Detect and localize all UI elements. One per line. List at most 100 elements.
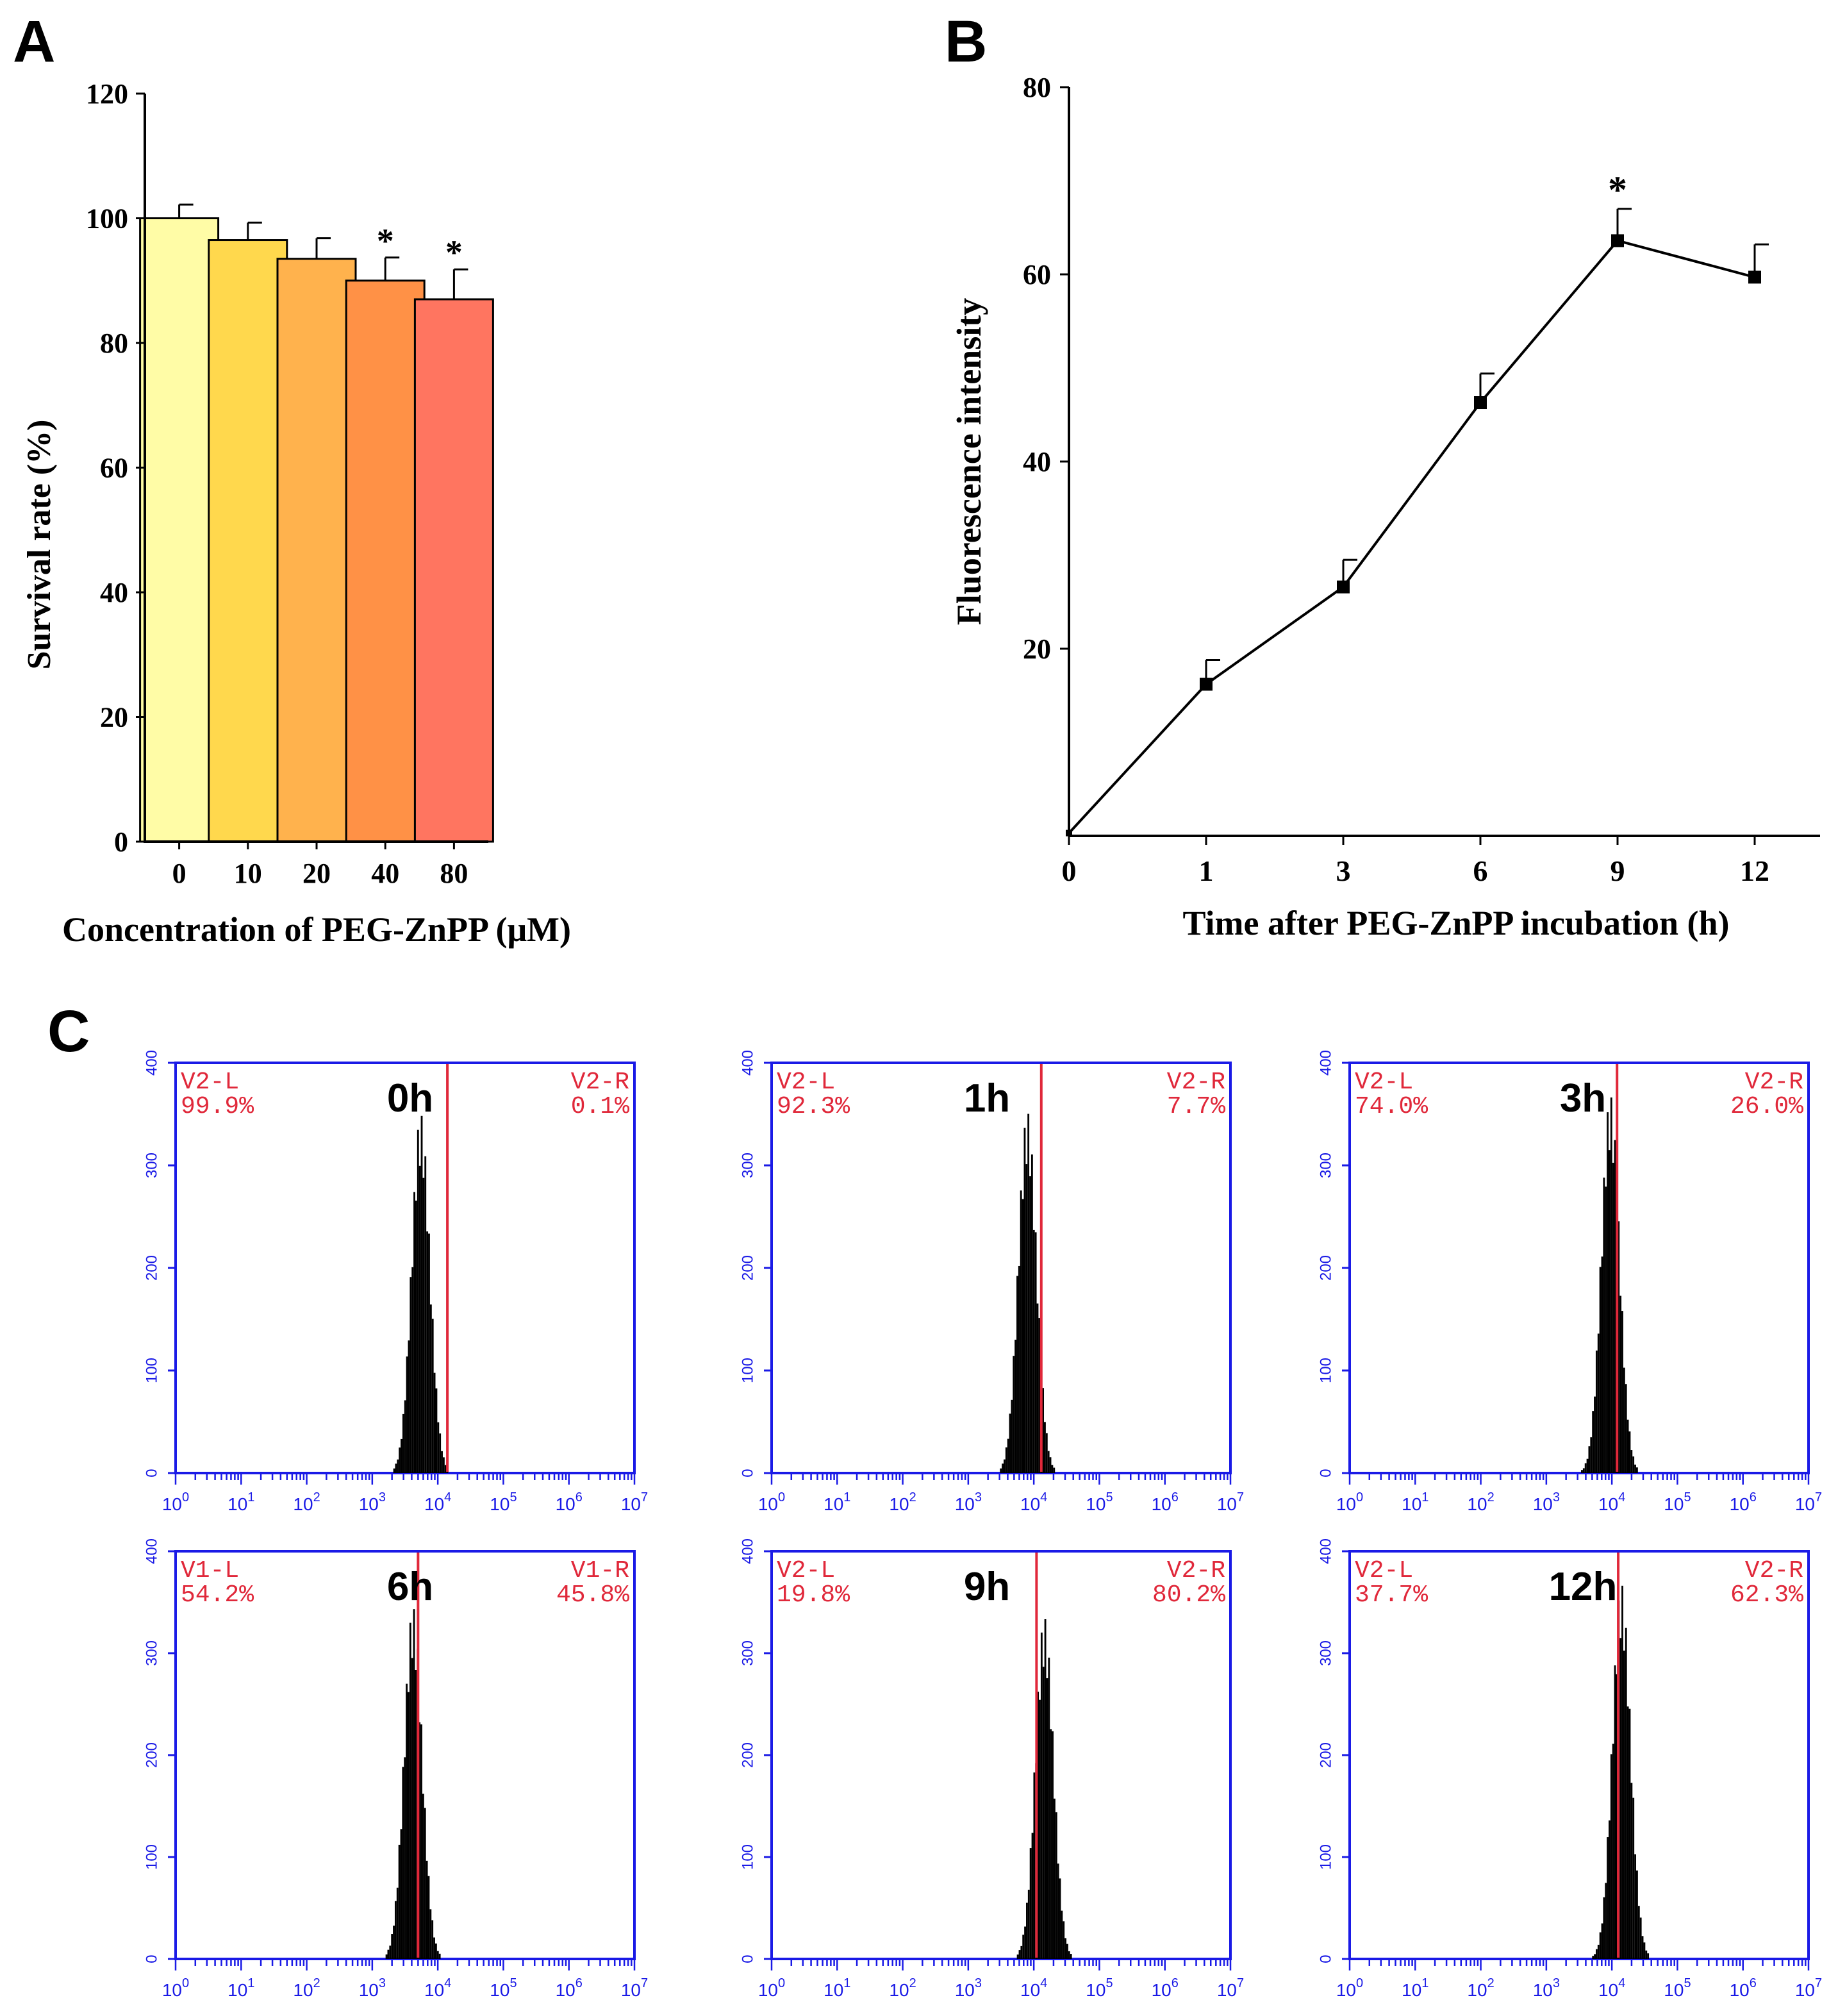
flow-y-tick-label: 400 [739,1538,756,1564]
histogram-bar [1024,1926,1027,1959]
left-gate-name-0h: V2-L [181,1069,239,1096]
flow-x-tick-label: 100 [1336,1490,1363,1514]
flow-y-tick-label: 200 [739,1742,756,1768]
histogram-bar [1034,1232,1037,1473]
histogram-bar [1616,1674,1618,1959]
histogram-bar [1026,1903,1028,1959]
flow-x-tick-label: 100 [1336,1976,1363,2000]
histogram-bar [1625,1384,1627,1473]
histogram-bar [1625,1628,1627,1959]
histogram-bar [441,1451,443,1473]
data-point-b-12 [1748,271,1761,284]
flow-x-tick-label: 101 [824,1490,850,1514]
histogram-bar [1647,1953,1650,1959]
flow-y-tick-label: 100 [739,1358,756,1383]
histogram-bar [1595,1350,1598,1473]
histogram-bar [420,1115,423,1473]
x-tick-label-a-40: 40 [371,858,399,889]
right-gate-pct-1h: 7.7% [1167,1093,1225,1120]
histogram-bar [1641,1936,1644,1959]
histogram-bar [1052,1731,1054,1959]
y-tick-label-a-120: 120 [86,78,128,110]
histogram-bar [1612,1744,1614,1959]
right-gate-name-9h: V2-R [1167,1557,1225,1585]
flow-x-tick-label: 106 [1152,1976,1179,2000]
significance-marker-b-9: * [1608,169,1627,211]
y-tick-label-a-100: 100 [86,203,128,235]
histogram-bar [435,1388,438,1473]
histogram-bar [1018,1265,1020,1473]
flow-x-tick-label: 102 [889,1976,916,2000]
flow-x-tick-label: 101 [1402,1976,1428,2000]
flow-y-tick-label: 400 [1317,1538,1334,1564]
histogram-bar [1607,1837,1609,1959]
y-tick-label-a-20: 20 [100,702,128,733]
time-label-12h: 12h [1549,1565,1618,1609]
histogram-bar [1011,1399,1013,1473]
histogram-bar [1610,1754,1612,1959]
data-point-b-3 [1337,580,1350,594]
histogram-bar [1599,1932,1602,1959]
histogram-bar [1594,1954,1596,1959]
histogram-bar [1632,1456,1635,1473]
right-gate-pct-12h: 62.3% [1730,1581,1803,1609]
histogram-bar [424,1808,426,1959]
y-axis-label-a: Survival rate (%) [21,420,58,670]
data-point-b-1 [1200,678,1213,691]
histogram-bar [1042,1667,1045,1959]
flow-y-tick-label: 100 [739,1844,756,1870]
histogram-bar [408,1340,410,1473]
flow-y-tick-label: 0 [143,1469,160,1477]
flow-x-tick-label: 102 [293,1976,320,2000]
flow-y-tick-label: 300 [1317,1153,1334,1178]
histogram-bar [1007,1438,1009,1473]
histogram-bar [1612,1162,1614,1473]
histogram-bar [1628,1708,1631,1959]
series-line-b [1068,239,1755,834]
histogram-bar [409,1622,411,1959]
flow-y-tick-label: 400 [739,1050,756,1076]
flow-frame-9h [770,1550,1232,1960]
y-axis-label-b: Fluorescence intensity [950,298,988,625]
flow-x-tick-label: 106 [556,1976,583,2000]
histogram-bar [395,1463,397,1473]
right-gate-pct-0h: 0.1% [571,1093,629,1120]
histogram-bar [1047,1451,1050,1473]
right-gate-pct-9h: 80.2% [1152,1581,1225,1609]
histogram-bar [438,1953,441,1959]
histogram-bar [418,1722,421,1959]
flow-y-tick-label: 300 [1317,1640,1334,1666]
flow-y-tick-label: 300 [739,1640,756,1666]
flow-x-tick-label: 106 [1730,1490,1757,1514]
y-tick-label-a-40: 40 [100,577,128,608]
flow-x-ticks [174,1959,636,1970]
flow-x-ticks [770,1473,1232,1485]
histogram-bar [406,1356,408,1473]
flow-x-tick-label: 106 [1152,1490,1179,1514]
histogram-bar [1590,1437,1593,1473]
flow-y-tick-label: 100 [143,1358,160,1383]
histogram-bar [1068,1951,1070,1959]
histogram-bar [1039,1699,1041,1959]
histogram-bar [1628,1431,1631,1473]
flow-y-tick-label: 200 [143,1255,160,1281]
flow-x-ticks [1348,1473,1810,1485]
flow-y-tick-label: 200 [1317,1255,1334,1281]
histogram-bar [1003,1459,1006,1473]
histogram-bar [411,1658,413,1959]
flow-x-tick-label: 103 [1533,1490,1560,1514]
flow-y-tick-label: 0 [1317,1954,1334,1963]
histogram-bar [1057,1863,1059,1959]
histogram-bar [396,1887,399,1959]
histogram-bar [1002,1463,1004,1473]
flow-y-tick-label: 0 [1317,1469,1334,1477]
histogram-bar [411,1267,414,1473]
histogram-9h [1016,1619,1072,1959]
histogram-bar [1594,1396,1596,1473]
histogram-bar [404,1400,406,1473]
x-axis-label-a: Concentration of PEG-ZnPP (μM) [62,910,571,949]
data-point-b-0 [1066,829,1072,837]
flow-y-tick-label: 200 [739,1255,756,1281]
time-label-1h: 1h [964,1076,1010,1120]
